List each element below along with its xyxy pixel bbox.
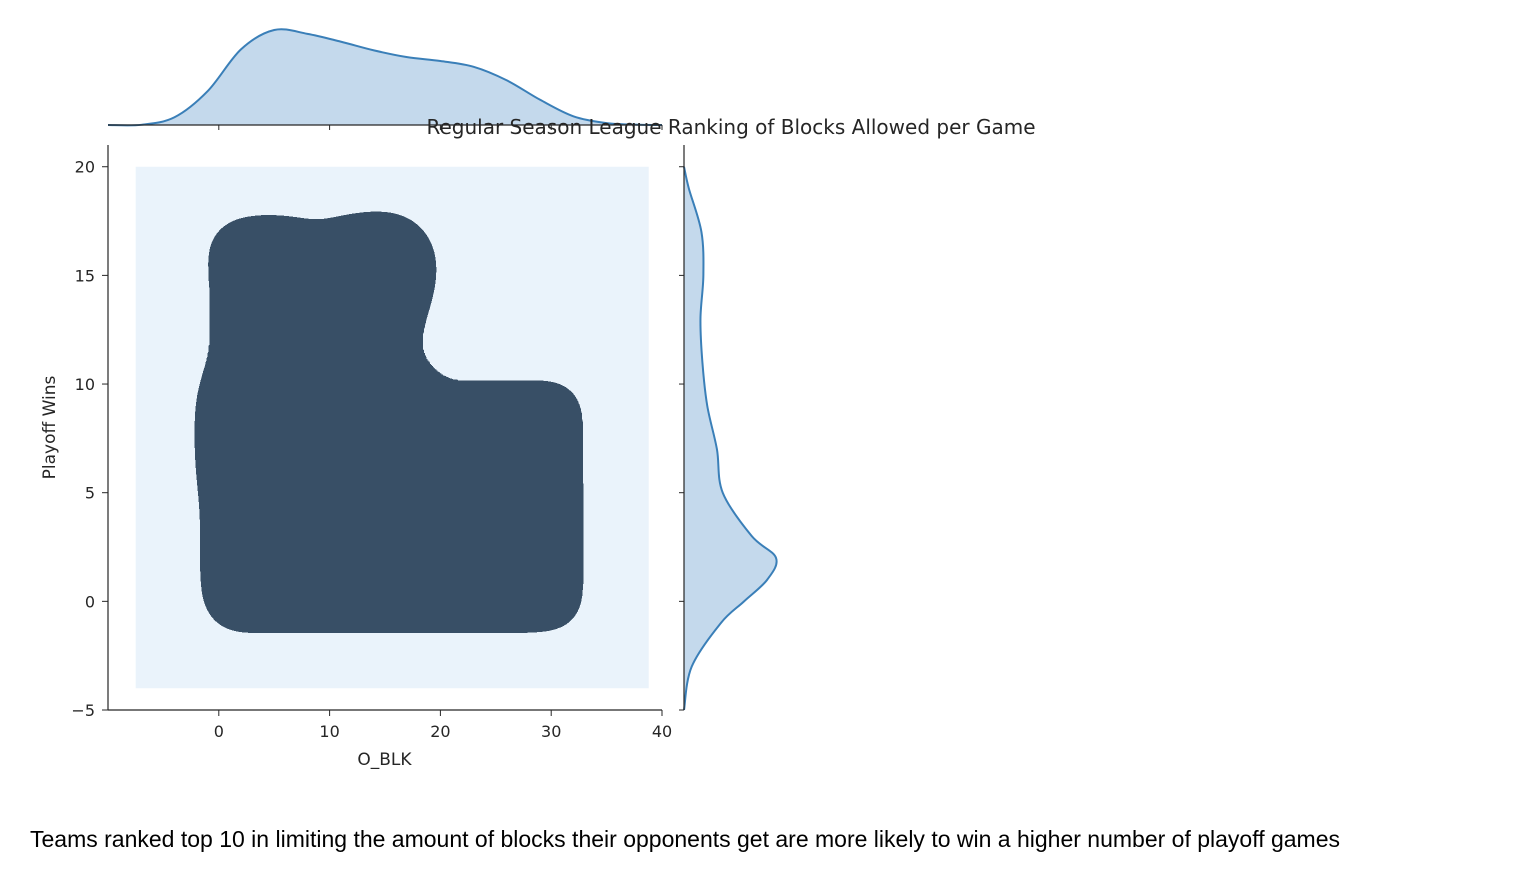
kde-blob — [350, 252, 402, 290]
y-marginal-ticks — [679, 166, 684, 711]
y-tick-label: 20 — [75, 158, 95, 177]
y-tick-label: 0 — [85, 592, 95, 611]
kde-blob — [270, 538, 345, 578]
y-tick-label: −5 — [71, 701, 95, 720]
x-marginal-line — [107, 28, 663, 127]
x-axis-label: O_BLK — [357, 750, 412, 770]
x-marginal-fill — [108, 29, 662, 126]
y-axis-ticks: −5 0 5 10 15 20 — [71, 158, 108, 720]
y-tick-label: 10 — [75, 375, 95, 394]
x-tick-label: 30 — [541, 722, 561, 741]
x-axis-ticks: 0 10 20 30 40 — [214, 710, 672, 741]
y-tick-label: 15 — [75, 266, 95, 285]
y-marginal-line — [683, 166, 778, 711]
x-tick-label: 0 — [214, 722, 224, 741]
x-marginal-ticks — [218, 125, 663, 130]
x-tick-label: 20 — [430, 722, 450, 741]
x-marginal-density — [107, 28, 663, 130]
figure-caption: Teams ranked top 10 in limiting the amou… — [30, 826, 1341, 852]
joint-axes — [107, 145, 662, 711]
kde-blob — [417, 538, 515, 600]
y-marginal-density — [679, 145, 778, 711]
kde-blob — [224, 218, 313, 289]
kde-density-contours — [198, 212, 590, 639]
joint-kde-plot: 0 10 20 30 40 −5 0 5 10 15 20 O_BLK Playoff Wins — [40, 145, 672, 770]
x-tick-label: 10 — [319, 722, 339, 741]
y-tick-label: 5 — [85, 484, 95, 503]
chart-title: Regular Season League Ranking of Blocks … — [426, 115, 1035, 139]
y-marginal-fill — [684, 166, 777, 710]
y-axis-label: Playoff Wins — [40, 375, 60, 479]
x-tick-label: 40 — [652, 722, 672, 741]
